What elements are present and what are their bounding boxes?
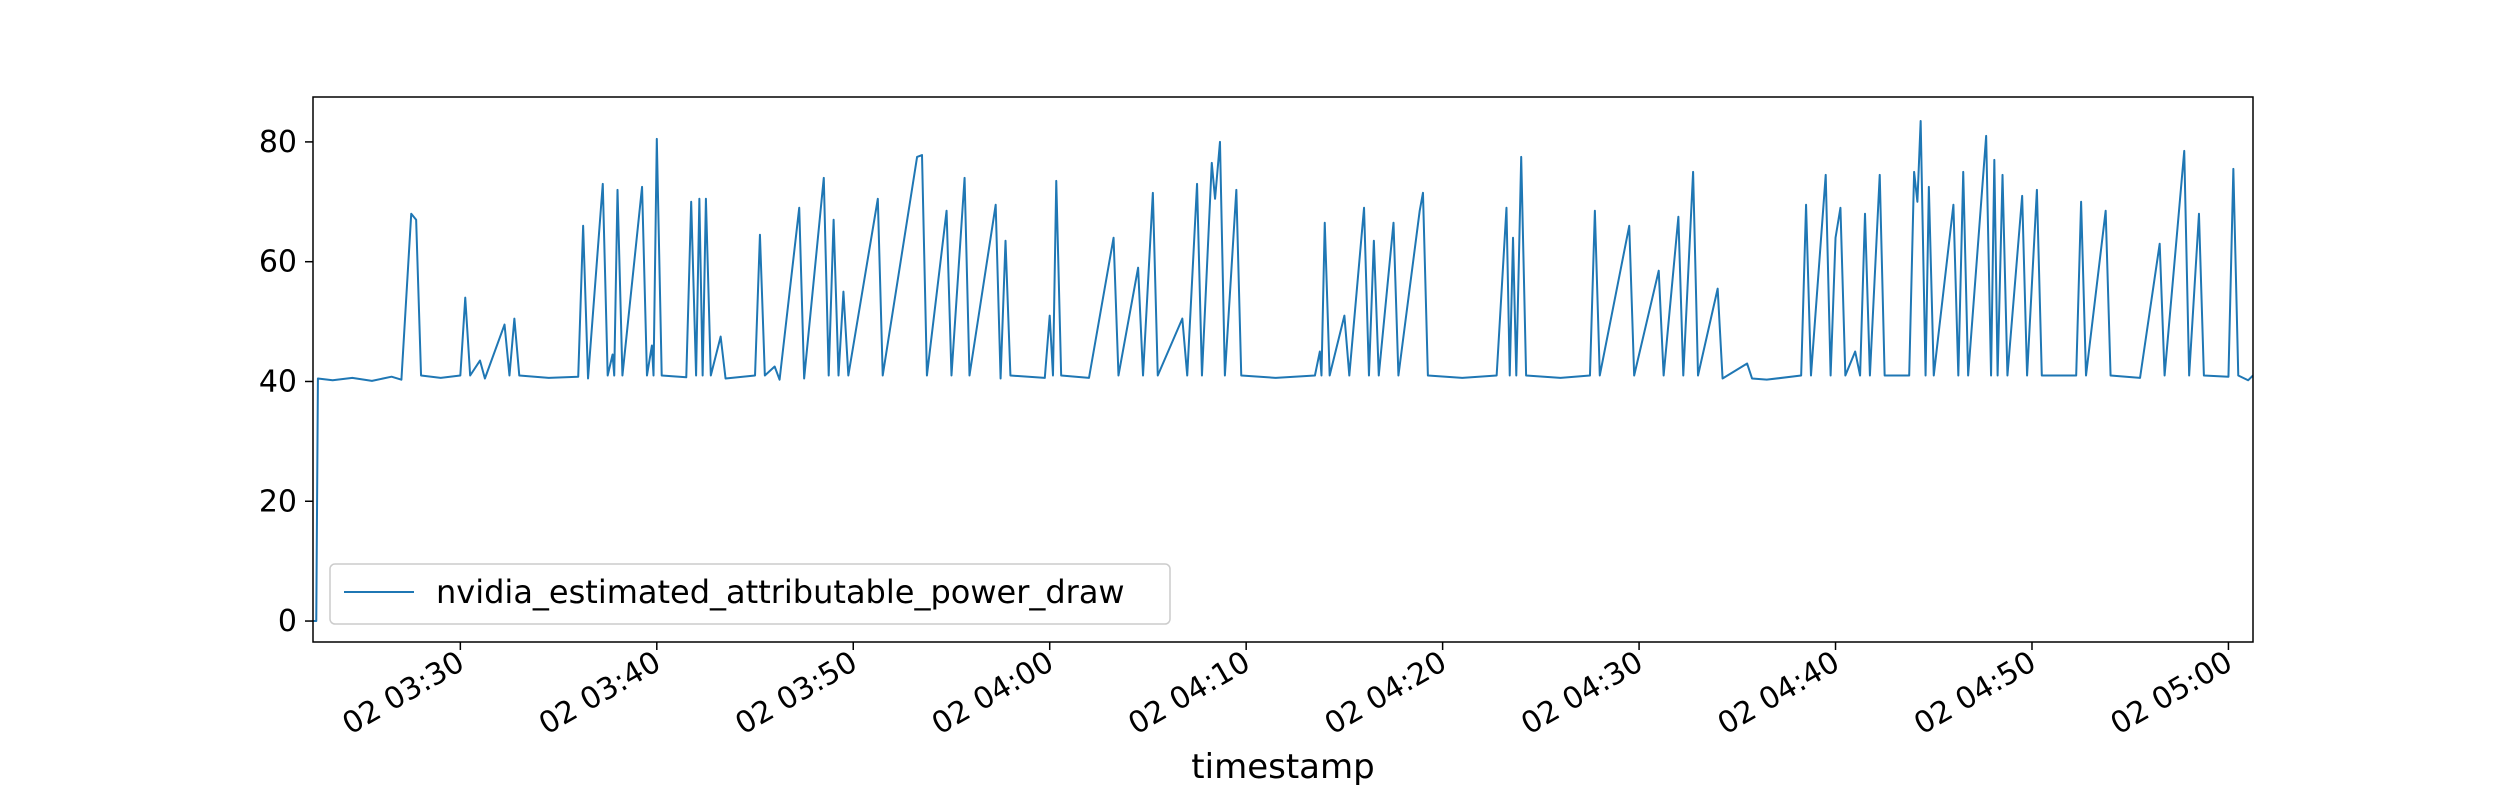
y-tick-label: 0: [278, 604, 297, 639]
y-tick-label: 80: [259, 125, 297, 160]
y-tick-label: 20: [259, 484, 297, 519]
y-axis: 0 20 40 60 80: [259, 125, 313, 639]
plot-layer: [313, 119, 2253, 623]
x-axis-label: timestamp: [1191, 747, 1374, 787]
y-tick-label: 40: [259, 364, 297, 399]
legend-label: nvidia_estimated_attributable_power_draw: [436, 573, 1125, 611]
plot-frame: [312, 96, 2254, 643]
legend-box: [329, 563, 1171, 625]
series-line-0: [313, 119, 2253, 623]
y-tick-label: 60: [259, 245, 297, 280]
legend: nvidia_estimated_attributable_power_draw: [329, 563, 1171, 625]
